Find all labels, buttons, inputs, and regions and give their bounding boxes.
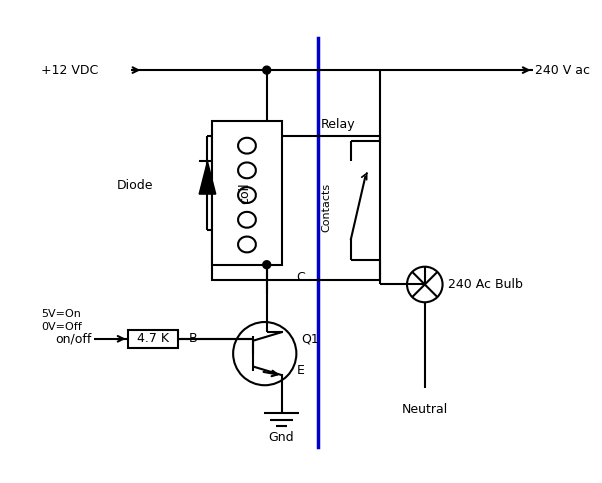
Text: Contacts: Contacts — [321, 184, 331, 232]
Text: +12 VDC: +12 VDC — [42, 64, 99, 77]
Circle shape — [263, 66, 271, 74]
Text: 240 V ac: 240 V ac — [535, 64, 591, 77]
Text: coil: coil — [238, 182, 252, 204]
Text: Diode: Diode — [117, 179, 153, 192]
Polygon shape — [199, 161, 216, 194]
Text: B: B — [189, 332, 197, 345]
Bar — [128, 330, 178, 348]
Text: 0V=Off: 0V=Off — [42, 322, 82, 332]
Text: Relay: Relay — [321, 118, 356, 131]
Text: Gnd: Gnd — [268, 431, 294, 444]
Text: 240 Ac Bulb: 240 Ac Bulb — [448, 278, 523, 291]
Text: 5V=On: 5V=On — [42, 309, 81, 319]
Text: on/off: on/off — [55, 332, 92, 345]
Text: C: C — [296, 271, 305, 284]
Bar — [213, 136, 380, 280]
Bar — [213, 121, 282, 265]
Text: 4.7 K: 4.7 K — [137, 332, 169, 345]
Text: E: E — [296, 364, 304, 377]
Text: Q1: Q1 — [302, 332, 319, 345]
Text: Neutral: Neutral — [402, 403, 448, 416]
Circle shape — [263, 261, 271, 269]
